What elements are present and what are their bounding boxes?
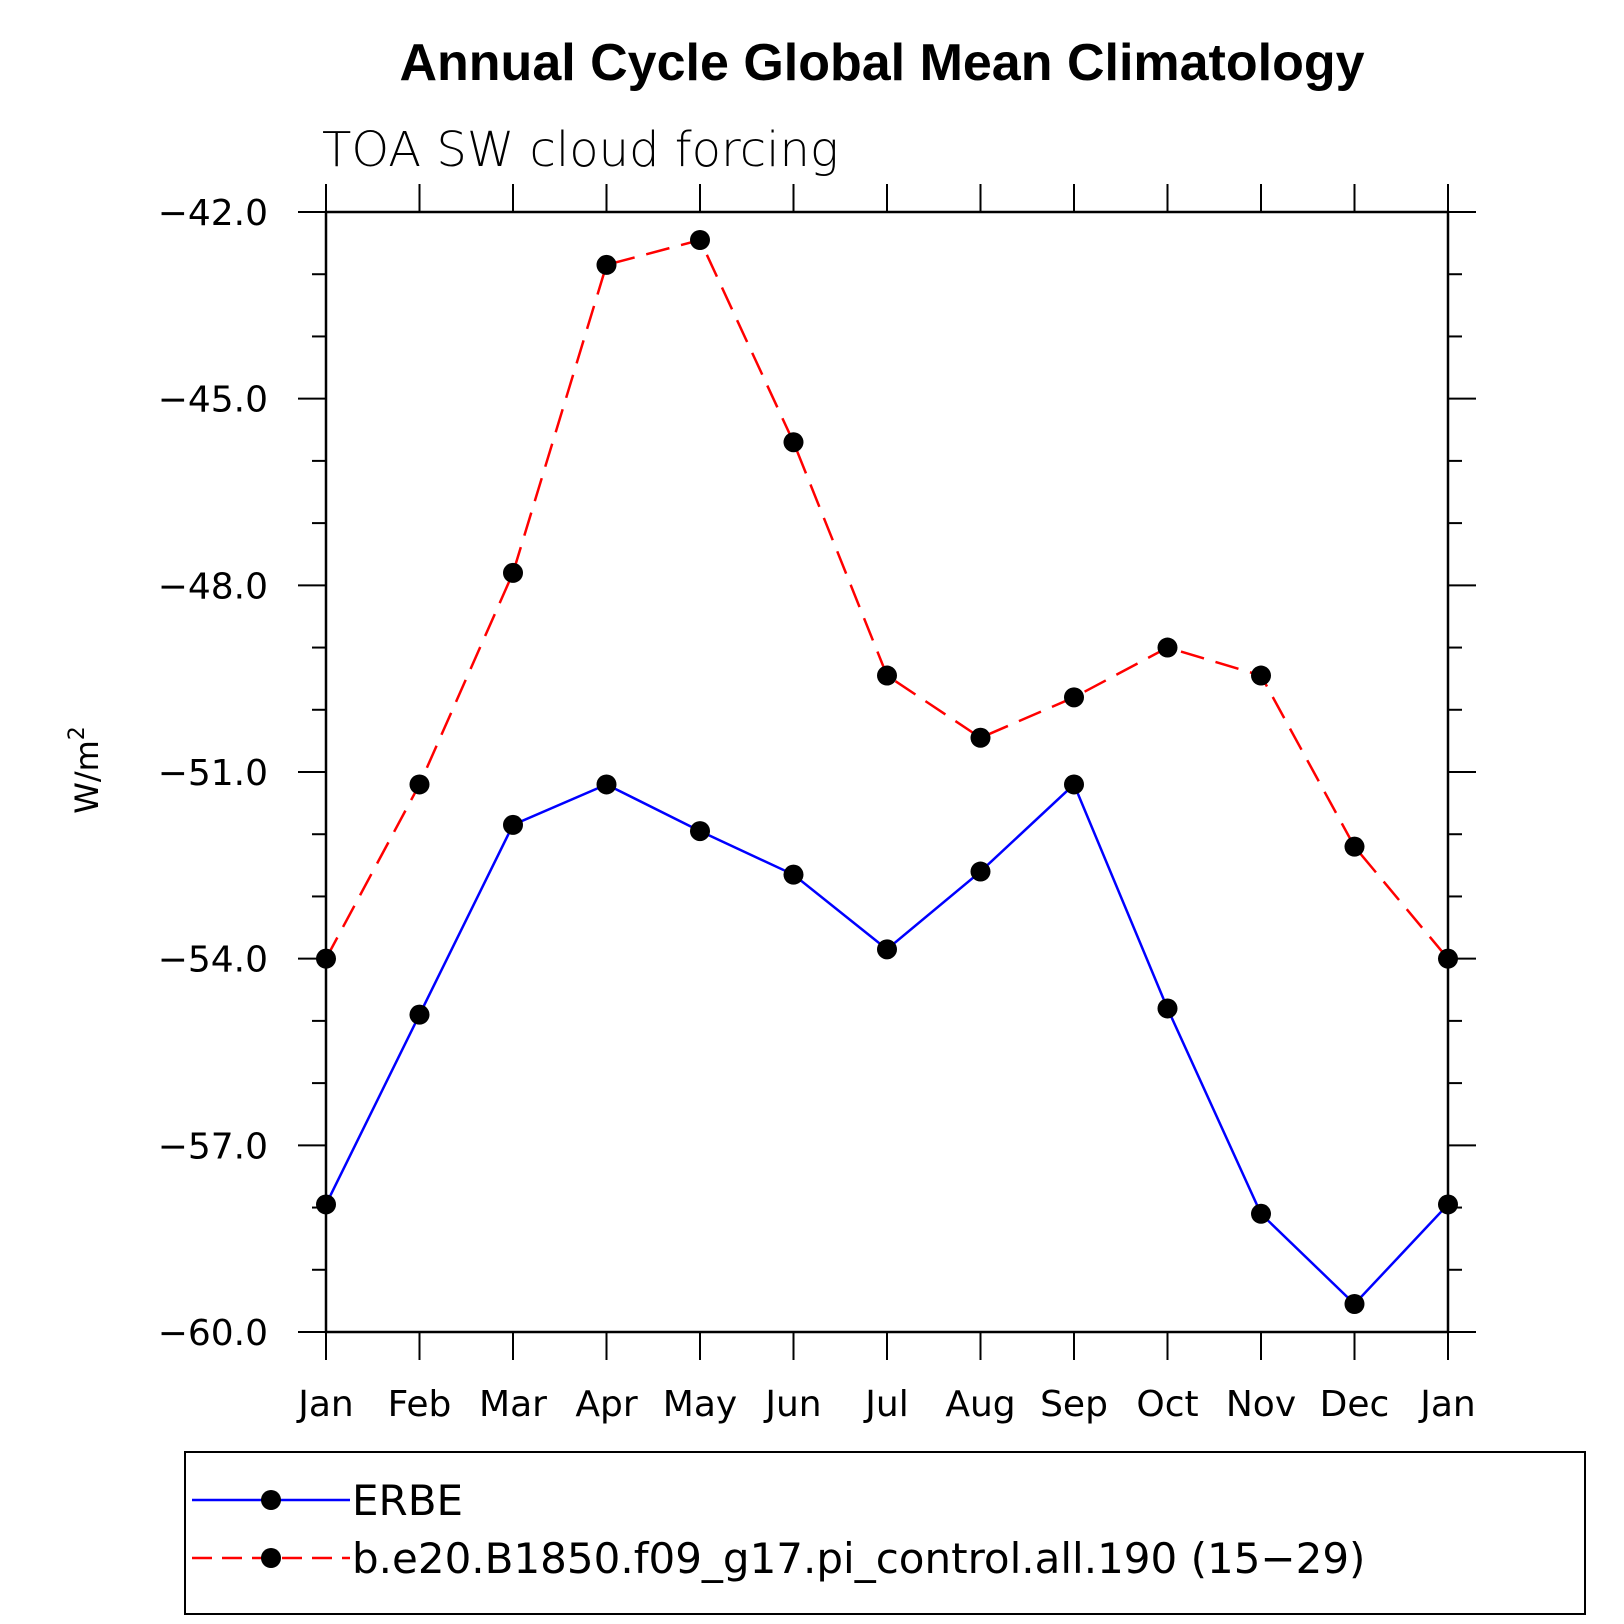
legend-marker-1	[261, 1548, 281, 1568]
series-1-point	[596, 254, 617, 275]
y-tick-label: −48.0	[158, 566, 268, 607]
series-1-point	[1157, 637, 1178, 658]
marks-layer	[316, 230, 1458, 1314]
y-tick-label: −57.0	[158, 1126, 268, 1167]
series-0-point	[877, 939, 897, 960]
x-tick-label: Apr	[575, 1384, 637, 1425]
y-axis-label-superscript: 2	[65, 726, 90, 740]
x-tick-label: Nov	[1226, 1384, 1296, 1425]
series-0-point	[783, 864, 804, 885]
plot-frame	[324, 210, 1450, 1334]
series-line-1	[324, 238, 1449, 960]
x-tick-label: Sep	[1040, 1384, 1108, 1425]
y-tick-label: −45.0	[158, 380, 268, 421]
series-1-point	[783, 432, 804, 453]
series-1-point	[1344, 836, 1365, 857]
series-1-point	[1064, 687, 1084, 708]
series-line-0	[324, 782, 1449, 1306]
legend-label-1: b.e20.B1850.f09_g17.pi_control.all.190 (…	[352, 1534, 1365, 1583]
series-0-point	[409, 1004, 430, 1025]
legend: ERBE b.e20.B1850.f09_g17.pi_control.all.1…	[184, 1451, 1586, 1615]
series-1-point	[1438, 948, 1458, 969]
chart-title: Annual Cycle Global Mean Climatology	[399, 34, 1364, 92]
x-tick-label: Jul	[863, 1384, 908, 1425]
x-tick-label: Feb	[388, 1384, 452, 1425]
y-tick-label: −54.0	[158, 940, 268, 981]
series-0-point	[1344, 1294, 1365, 1314]
x-tick-label: Dec	[1320, 1384, 1390, 1425]
series-0-point	[596, 774, 617, 795]
y-tick-label: −51.0	[158, 753, 268, 794]
x-tick-label: Aug	[945, 1384, 1015, 1425]
x-tick-label: Jan	[1418, 1384, 1476, 1425]
svg-text:W/m2: W/m2	[65, 726, 106, 814]
series-1-point	[877, 665, 897, 686]
series-1-point	[1251, 665, 1271, 686]
series-0-point	[1157, 998, 1178, 1019]
legend-box	[184, 1451, 1586, 1615]
series-layer	[324, 238, 1449, 1306]
x-tick-label: Mar	[479, 1384, 547, 1425]
series-0-point	[316, 1194, 336, 1215]
axes: −42.0 −45.0 −48.0 −51.0 −54.0 −57.0 −60.0 Jan Fe…	[158, 184, 1476, 1425]
series-1-point	[409, 774, 430, 795]
series-0-point	[503, 814, 523, 835]
series-1-point	[690, 230, 710, 250]
y-tick-label: −60.0	[158, 1313, 268, 1354]
series-0-point	[970, 861, 991, 882]
y-axis-label-text: W/m	[68, 740, 106, 814]
y-axis-label: W/m2	[65, 726, 106, 814]
series-0-point	[1438, 1194, 1458, 1215]
y-tick-label: −42.0	[158, 193, 268, 234]
legend-label-0: ERBE	[352, 1476, 463, 1525]
series-0-point	[1251, 1203, 1271, 1224]
x-tick-label: Jun	[763, 1384, 821, 1425]
series-0-point	[690, 821, 710, 842]
series-1-point	[316, 948, 336, 969]
x-tick-label: Jan	[296, 1384, 354, 1425]
series-0-point	[1064, 774, 1084, 795]
x-tick-label: Oct	[1136, 1384, 1198, 1425]
x-tick-label: May	[663, 1384, 737, 1425]
series-1-point	[970, 727, 991, 748]
series-1-point	[503, 562, 523, 583]
chart-subtitle: TOA SW cloud forcing	[322, 122, 839, 178]
legend-marker-0	[261, 1490, 281, 1510]
